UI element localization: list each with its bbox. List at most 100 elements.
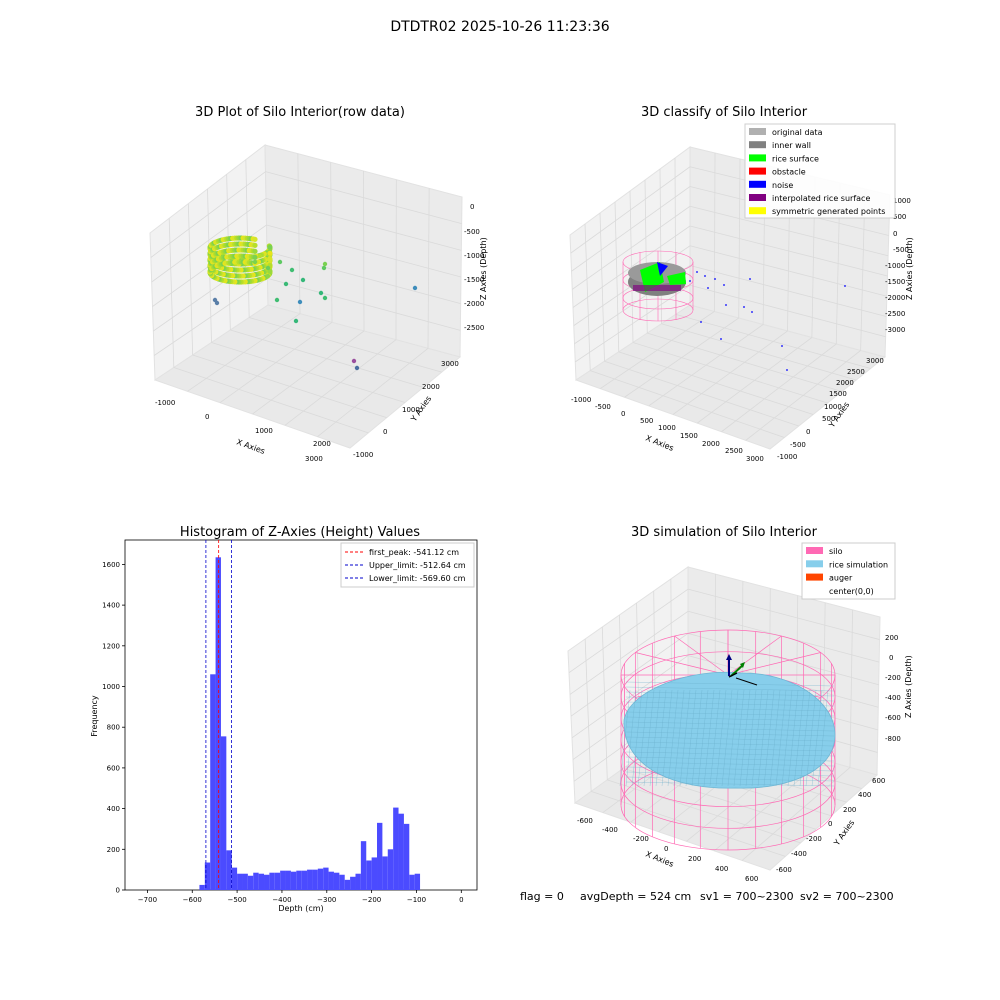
rice-mesh-line (619, 689, 631, 787)
rice-mesh-line (715, 689, 727, 787)
rice-mesh-line (625, 711, 835, 717)
noise-point (714, 278, 716, 280)
histogram-bar (215, 557, 221, 890)
rice-mesh-line (685, 689, 697, 787)
ytick-label: 1000 (102, 683, 120, 691)
xtick-label: −600 (183, 896, 202, 904)
histogram-yticks: 0 200 400 600 800 1000 1200 1400 1600 (102, 561, 125, 895)
histogram-bar (231, 867, 238, 890)
legend-label: interpolated rice surface (772, 194, 870, 203)
panel4-ztick: -200 (885, 674, 901, 682)
histogram-bar (204, 862, 211, 890)
panel2-xtick: -500 (595, 403, 611, 411)
grid-line (687, 633, 879, 686)
panel2-ztick: -2000 (885, 294, 905, 302)
grid-line (697, 337, 813, 424)
panel2-ztick: -3000 (885, 326, 905, 334)
footer-sv1: sv1 = 700~2300 (700, 890, 794, 903)
rice-mesh-line (733, 689, 745, 787)
raw-point (412, 285, 418, 291)
grid-line (568, 588, 689, 674)
legend-label: center(0,0) (829, 587, 874, 596)
rice-mesh-line (643, 689, 655, 787)
ytick-label: 400 (107, 805, 120, 813)
histogram-xticks: −700 −600 −500 −400 −300 −200 −100 0 (138, 890, 464, 904)
rice-mesh-line (625, 771, 835, 777)
panel1-title: 3D Plot of Silo Interior(row data) (195, 105, 405, 120)
panel2-xtick: 2000 (702, 440, 720, 448)
panel2-ytick: 0 (806, 428, 810, 436)
xtick-label: −400 (272, 896, 291, 904)
raw-point (214, 300, 220, 306)
panel4-zlabel: Z Axies (Depth) (904, 655, 913, 718)
panel4-ztick: 0 (889, 654, 893, 662)
histogram-bars (199, 557, 421, 890)
grid-line (672, 330, 788, 415)
panel1-ztick: -1000 (464, 252, 484, 260)
noise-point (723, 284, 725, 286)
legend-swatch (749, 194, 766, 201)
ytick-label: 200 (107, 846, 120, 854)
panel2-ytick: 2500 (847, 368, 865, 376)
histogram-ylabel: Frequency (90, 695, 99, 737)
rice-mesh-line (625, 731, 835, 737)
panel1-xtick: 0 (205, 413, 209, 421)
panel4-xtick: 0 (664, 845, 668, 853)
rice-mesh-line (625, 689, 637, 787)
histogram-bar (290, 871, 297, 890)
legend-label: symmetric generated points (772, 207, 885, 216)
panel2-xtick: 500 (640, 417, 653, 425)
legend-swatch (749, 128, 766, 135)
raw-point (321, 265, 327, 271)
figure-suptitle: DTDTR02 2025-10-26 11:23:36 (390, 19, 609, 35)
histogram-bar (414, 873, 421, 890)
histogram-bar (237, 873, 243, 890)
panel2-ztick: -1500 (885, 278, 905, 286)
panel4-ztick: 200 (885, 634, 898, 642)
rice-mesh-line (625, 686, 835, 692)
ytick-label: 1200 (102, 642, 120, 650)
grid-line (659, 168, 662, 324)
rice-mesh-line (625, 776, 835, 782)
noise-point (781, 345, 783, 347)
rice-mesh-line (739, 689, 751, 787)
ytick-label: 1400 (102, 602, 120, 610)
panel4-ylabel: Y Axies (832, 818, 857, 848)
noise-point (707, 287, 709, 289)
raw-point (351, 358, 357, 364)
panel2-noise-points (689, 271, 846, 371)
histogram-bar (247, 875, 254, 890)
raw-point (283, 281, 289, 287)
xtick-label: 0 (459, 896, 463, 904)
histogram-bar (339, 874, 345, 890)
histogram-bar (366, 860, 372, 890)
footer-sv2: sv2 = 700~2300 (800, 890, 894, 903)
legend-first-peak: first_peak: -541.12 cm (369, 548, 459, 557)
panel1-ytick: 3000 (441, 360, 459, 368)
histogram-bar (258, 873, 265, 890)
panel1-xlabel: X Axies (235, 437, 266, 456)
histogram-bar (350, 876, 356, 890)
panel2-xtick: 0 (621, 410, 625, 418)
histogram-bar (210, 674, 216, 890)
panel2-xlabel: X Axies (644, 434, 675, 453)
rice-mesh-line (625, 696, 835, 702)
histogram-bar (280, 870, 286, 890)
raw-point (252, 259, 258, 265)
silo-roof-spoke (674, 635, 729, 676)
rice-mesh-line (697, 689, 709, 787)
panel4-ztick: -800 (885, 735, 901, 743)
rice-mesh-line (721, 689, 733, 787)
rice-mesh-line (793, 689, 805, 787)
histogram-bar (264, 874, 270, 890)
footer-avg-depth: avgDepth = 524 cm (580, 890, 691, 903)
rice-mesh-line (625, 756, 835, 762)
histogram-bar (377, 822, 383, 890)
raw-point (300, 277, 306, 283)
legend-label: original data (772, 128, 823, 137)
raw-point (252, 254, 258, 260)
panel4-ytick: -600 (776, 866, 792, 874)
ytick-label: 1600 (102, 561, 120, 569)
grid-line (849, 609, 853, 768)
legend-swatch (749, 167, 766, 175)
